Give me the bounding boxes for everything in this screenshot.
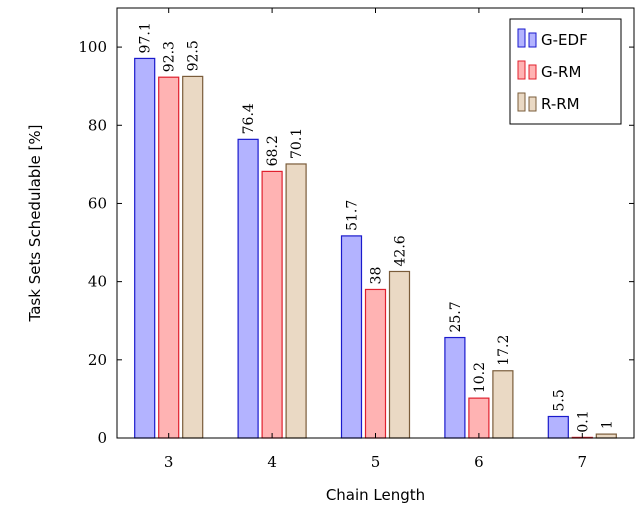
bar-g-rm-5 bbox=[364, 288, 387, 439]
bar-g-edf-5 bbox=[340, 235, 363, 439]
value-labels-layer: 97.1 92.3 92.5 76.4 68.2 70.1 51.7 38 42.6 25.7 10… bbox=[138, 22, 616, 432]
legend: G-EDF G-RM R-RM bbox=[509, 18, 622, 125]
x-tick-label-6: 6 bbox=[474, 453, 484, 471]
value-label-g-edf-5: 51.7 bbox=[345, 200, 361, 231]
value-label-r-rm-6: 17.2 bbox=[496, 335, 512, 366]
value-label-g-edf-7: 5.5 bbox=[551, 389, 567, 411]
bar-r-rm-7 bbox=[595, 433, 617, 439]
legend-swatch-g-rm bbox=[517, 60, 526, 80]
bar-r-rm-6 bbox=[492, 370, 514, 439]
legend-swatch-r-rm bbox=[517, 92, 526, 112]
bar-g-edf-7 bbox=[547, 415, 569, 439]
bar-r-rm-5 bbox=[388, 270, 411, 439]
x-tick-label-4: 4 bbox=[267, 453, 277, 471]
bar-g-edf-6 bbox=[444, 336, 466, 439]
value-label-r-rm-5: 42.6 bbox=[393, 235, 409, 266]
bar-g-edf-3 bbox=[134, 57, 156, 439]
value-label-g-edf-3: 97.1 bbox=[138, 22, 154, 53]
value-label-r-rm-7: 1 bbox=[599, 420, 615, 429]
legend-swatch-g-edf bbox=[517, 28, 526, 48]
bars-layer bbox=[134, 57, 617, 439]
x-axis-label: Chain Length bbox=[326, 486, 425, 504]
bar-r-rm-4 bbox=[285, 163, 307, 439]
y-tick-label-100: 100 bbox=[78, 38, 107, 56]
legend-label-g-edf: G-EDF bbox=[541, 31, 588, 49]
value-label-g-edf-4: 76.4 bbox=[241, 103, 257, 134]
y-tick-label-20: 20 bbox=[88, 351, 107, 369]
bar-g-rm-3 bbox=[158, 76, 180, 439]
legend-swatch-g-edf-2 bbox=[528, 32, 537, 48]
value-label-g-rm-4: 68.2 bbox=[265, 135, 281, 166]
y-tick-label-40: 40 bbox=[88, 273, 107, 291]
value-label-g-rm-5: 38 bbox=[369, 267, 385, 285]
bar-g-rm-6 bbox=[468, 397, 490, 439]
legend-label-r-rm: R-RM bbox=[541, 95, 580, 113]
y-tick-label-80: 80 bbox=[88, 116, 107, 134]
value-label-g-rm-3: 92.3 bbox=[162, 41, 178, 72]
x-tick-label-3: 3 bbox=[164, 453, 174, 471]
legend-label-g-rm: G-RM bbox=[541, 63, 581, 81]
bar-r-rm-3 bbox=[182, 75, 204, 439]
value-label-g-rm-6: 10.2 bbox=[472, 362, 488, 393]
bar-g-edf-4 bbox=[237, 138, 259, 439]
axes-layer: 3 4 5 6 7 0 20 40 60 80 100 bbox=[78, 8, 634, 471]
y-axis-label: Task Sets Schedulable [%] bbox=[26, 125, 44, 323]
y-tick-label-60: 60 bbox=[88, 194, 107, 212]
x-tick-label-5: 5 bbox=[371, 453, 381, 471]
value-label-r-rm-4: 70.1 bbox=[289, 128, 305, 159]
legend-swatch-r-rm-2 bbox=[528, 96, 537, 112]
y-tick-label-0: 0 bbox=[97, 429, 107, 447]
value-label-g-edf-6: 25.7 bbox=[448, 301, 464, 332]
x-tick-label-7: 7 bbox=[578, 453, 588, 471]
legend-swatch-g-rm-2 bbox=[528, 64, 537, 80]
value-label-g-rm-7: 0.1 bbox=[575, 410, 591, 432]
bar-g-rm-4 bbox=[261, 170, 283, 439]
value-label-r-rm-3: 92.5 bbox=[186, 40, 202, 71]
